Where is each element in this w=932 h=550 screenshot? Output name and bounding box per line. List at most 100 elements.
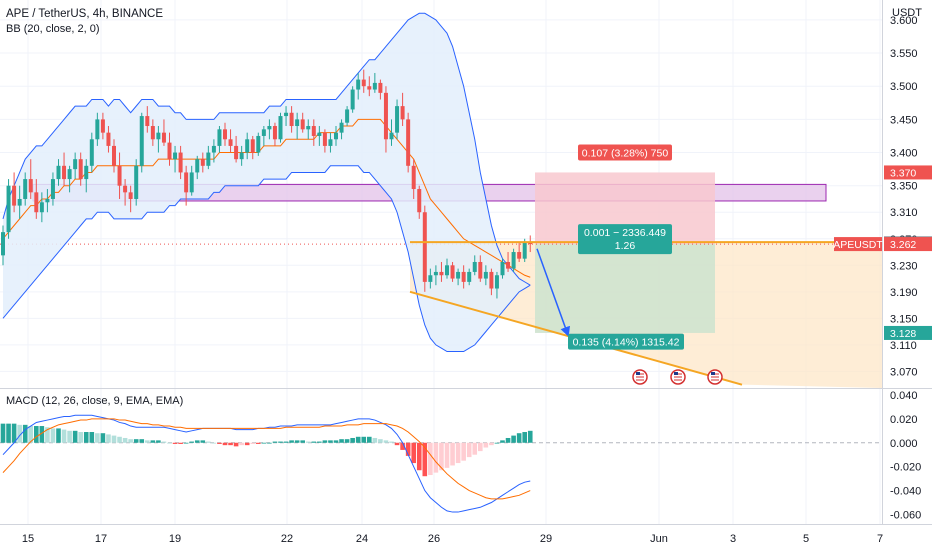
macd-histogram-bar [156,440,161,443]
candle-body [406,119,411,166]
macd-histogram-bar [122,437,128,443]
candle-body [123,185,128,193]
time-tick-label: 3 [730,533,736,545]
price-tag-bg [884,165,932,180]
macd-histogram-bar [267,442,272,444]
macd-histogram-bar [128,439,133,443]
candle [284,106,289,127]
candle [395,99,400,140]
candle-body [228,139,233,146]
macd-tick-label: -0.040 [890,486,921,498]
time-tick-label: 5 [803,533,809,545]
candle-body [67,169,72,180]
macd-histogram-bar [511,435,516,443]
price-tag-text: 3.128 [890,328,916,340]
candle [250,135,255,160]
macd-histogram-bar [405,442,411,456]
macd-histogram-bar [200,440,206,443]
candle [467,268,472,286]
chart-title: APE / TetherUS, 4h, BINANCE [6,8,163,20]
candle [95,112,100,146]
price-tag: APEUSDT 3.262 [833,237,932,252]
price-tick-label: 3.190 [890,287,918,299]
macd-histogram-bar [289,440,294,443]
candle [84,159,89,193]
candle [511,248,516,272]
candle-body [522,242,527,259]
candle-body [189,172,194,193]
candle [350,86,355,113]
macd-histogram-bar [283,441,289,443]
candle-body [195,159,200,173]
candle-body [345,109,350,123]
macd-histogram-bar [505,437,511,443]
price-tag-bg [884,237,932,252]
candle [439,261,444,282]
candle [6,179,11,239]
event-flag-icon[interactable]: US [707,369,723,385]
candle [78,152,83,186]
price-tick-label: 3.150 [890,313,918,325]
event-flag-canton [674,372,678,375]
macd-histogram-bar [494,442,500,444]
candle-body [300,119,305,130]
candle [345,106,350,127]
macd-legend[interactable]: MACD (12, 26, close, 9, EMA, EMA) [6,395,183,407]
price-tick-label: 3.070 [890,366,918,378]
candle [406,112,411,173]
candle-body [78,159,83,180]
candle [411,159,416,199]
macd-histogram-bar [344,439,350,443]
price-tick-label: 3.400 [890,148,918,160]
candle [50,172,55,206]
candle [39,192,44,223]
candle-body [39,202,44,213]
macd-histogram-bar [72,430,78,443]
event-flag-icon[interactable]: US [670,369,686,385]
signal-line [2,418,531,500]
candle-body [445,265,449,276]
entry-label-bg [578,224,672,255]
event-flag-icon[interactable]: US [632,369,648,385]
candle-body [28,179,33,193]
candle [339,119,344,140]
candle-body [284,112,289,117]
candle-body [500,261,505,276]
macd-tick-label: 0.000 [890,438,918,450]
macd-histogram-bar [50,428,56,443]
candle [117,152,122,199]
candle [311,119,316,146]
candle [56,159,61,186]
macd-histogram-bar [139,439,145,443]
candle [433,265,438,286]
candle-body [289,112,294,127]
candle-body [178,152,183,173]
candle [461,265,466,289]
candle [200,152,205,173]
macd-histogram-bar [455,442,461,464]
candle [228,129,233,153]
target-label-bg [568,333,684,350]
candle [356,72,361,100]
axes-layer[interactable]: 3.6003.5503.5003.4503.4003.3503.3103.270… [22,15,932,545]
candle [73,152,78,180]
candle-body [62,165,67,180]
stop-label: 0.107 (3.28%) 750 [578,144,672,161]
candle [383,86,388,153]
time-tick-label: 22 [281,533,293,545]
time-tick-label: 7 [877,533,883,545]
candle [1,225,5,266]
bb-legend[interactable]: BB (20, close, 2, 0) [6,23,100,35]
candle-body [428,275,433,282]
candle [372,72,377,93]
candle [289,106,294,133]
candle-body [367,86,372,90]
macd-histogram-bar [461,442,466,461]
stop-label-text: 0.107 (3.28%) 750 [582,148,669,160]
candle [45,189,50,213]
currency-label[interactable]: USDT [892,7,922,19]
candle-body [306,126,311,130]
price-tag-text: 3.262 [890,239,916,251]
candle [161,119,166,146]
